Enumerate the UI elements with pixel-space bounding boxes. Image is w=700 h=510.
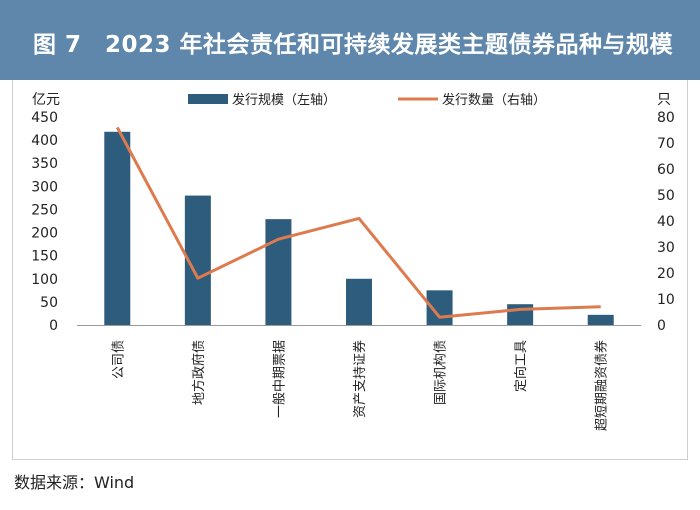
left-axis-tick: 200 bbox=[31, 226, 58, 242]
right-axis-tick: 20 bbox=[657, 266, 675, 282]
left-axis-tick: 400 bbox=[31, 133, 58, 149]
category-label: 公司债 bbox=[111, 340, 126, 379]
bar-1 bbox=[104, 131, 131, 325]
right-axis-tick: 0 bbox=[657, 318, 666, 334]
right-axis-tick: 30 bbox=[657, 240, 675, 256]
category-label: 定向工具 bbox=[513, 340, 529, 392]
category-label: 地方政府债 bbox=[191, 340, 207, 405]
left-axis-tick: 50 bbox=[40, 295, 58, 311]
category-label: 资产支持证券 bbox=[352, 340, 368, 418]
legend-bar-swatch bbox=[188, 94, 228, 104]
chart-svg: 亿元 只 发行规模（左轴） 发行数量（右轴） 05010015020025030… bbox=[31, 92, 675, 431]
left-axis-tick: 300 bbox=[31, 179, 58, 195]
figure-title: 图 7 2023 年社会责任和可持续发展类主题债券品种与规模 bbox=[33, 32, 674, 58]
bar-3 bbox=[265, 219, 292, 325]
left-axis-tick: 450 bbox=[31, 110, 58, 126]
category-label: 超短期融资债券 bbox=[594, 340, 610, 431]
left-axis-tick: 150 bbox=[31, 249, 58, 265]
left-axis-tick: 350 bbox=[31, 156, 58, 172]
chart-frame bbox=[12, 80, 688, 460]
right-axis-tick: 60 bbox=[657, 162, 675, 178]
right-axis-unit: 只 bbox=[657, 92, 671, 108]
right-axis-tick: 70 bbox=[657, 136, 675, 152]
left-axis-tick: 100 bbox=[31, 272, 58, 288]
right-axis-tick: 80 bbox=[657, 110, 675, 126]
bar-6 bbox=[507, 304, 534, 325]
left-axis-unit: 亿元 bbox=[32, 92, 60, 108]
right-axis-tick: 10 bbox=[657, 292, 675, 308]
figure-header: 图 7 2023 年社会责任和可持续发展类主题债券品种与规模 bbox=[0, 0, 700, 80]
data-source-note: 数据来源：Wind bbox=[14, 473, 135, 492]
right-axis-tick: 50 bbox=[657, 188, 675, 204]
legend-bar-label: 发行规模（左轴） bbox=[232, 92, 336, 108]
bar-7 bbox=[587, 314, 614, 325]
left-axis-tick: 0 bbox=[49, 318, 58, 334]
category-label: 一般中期票据 bbox=[271, 340, 287, 418]
left-axis-tick: 250 bbox=[31, 202, 58, 218]
legend-line-label: 发行数量（右轴） bbox=[442, 92, 546, 108]
bar-4 bbox=[346, 278, 372, 325]
category-label: 国际机构债 bbox=[434, 340, 449, 405]
right-axis-tick: 40 bbox=[657, 214, 675, 230]
